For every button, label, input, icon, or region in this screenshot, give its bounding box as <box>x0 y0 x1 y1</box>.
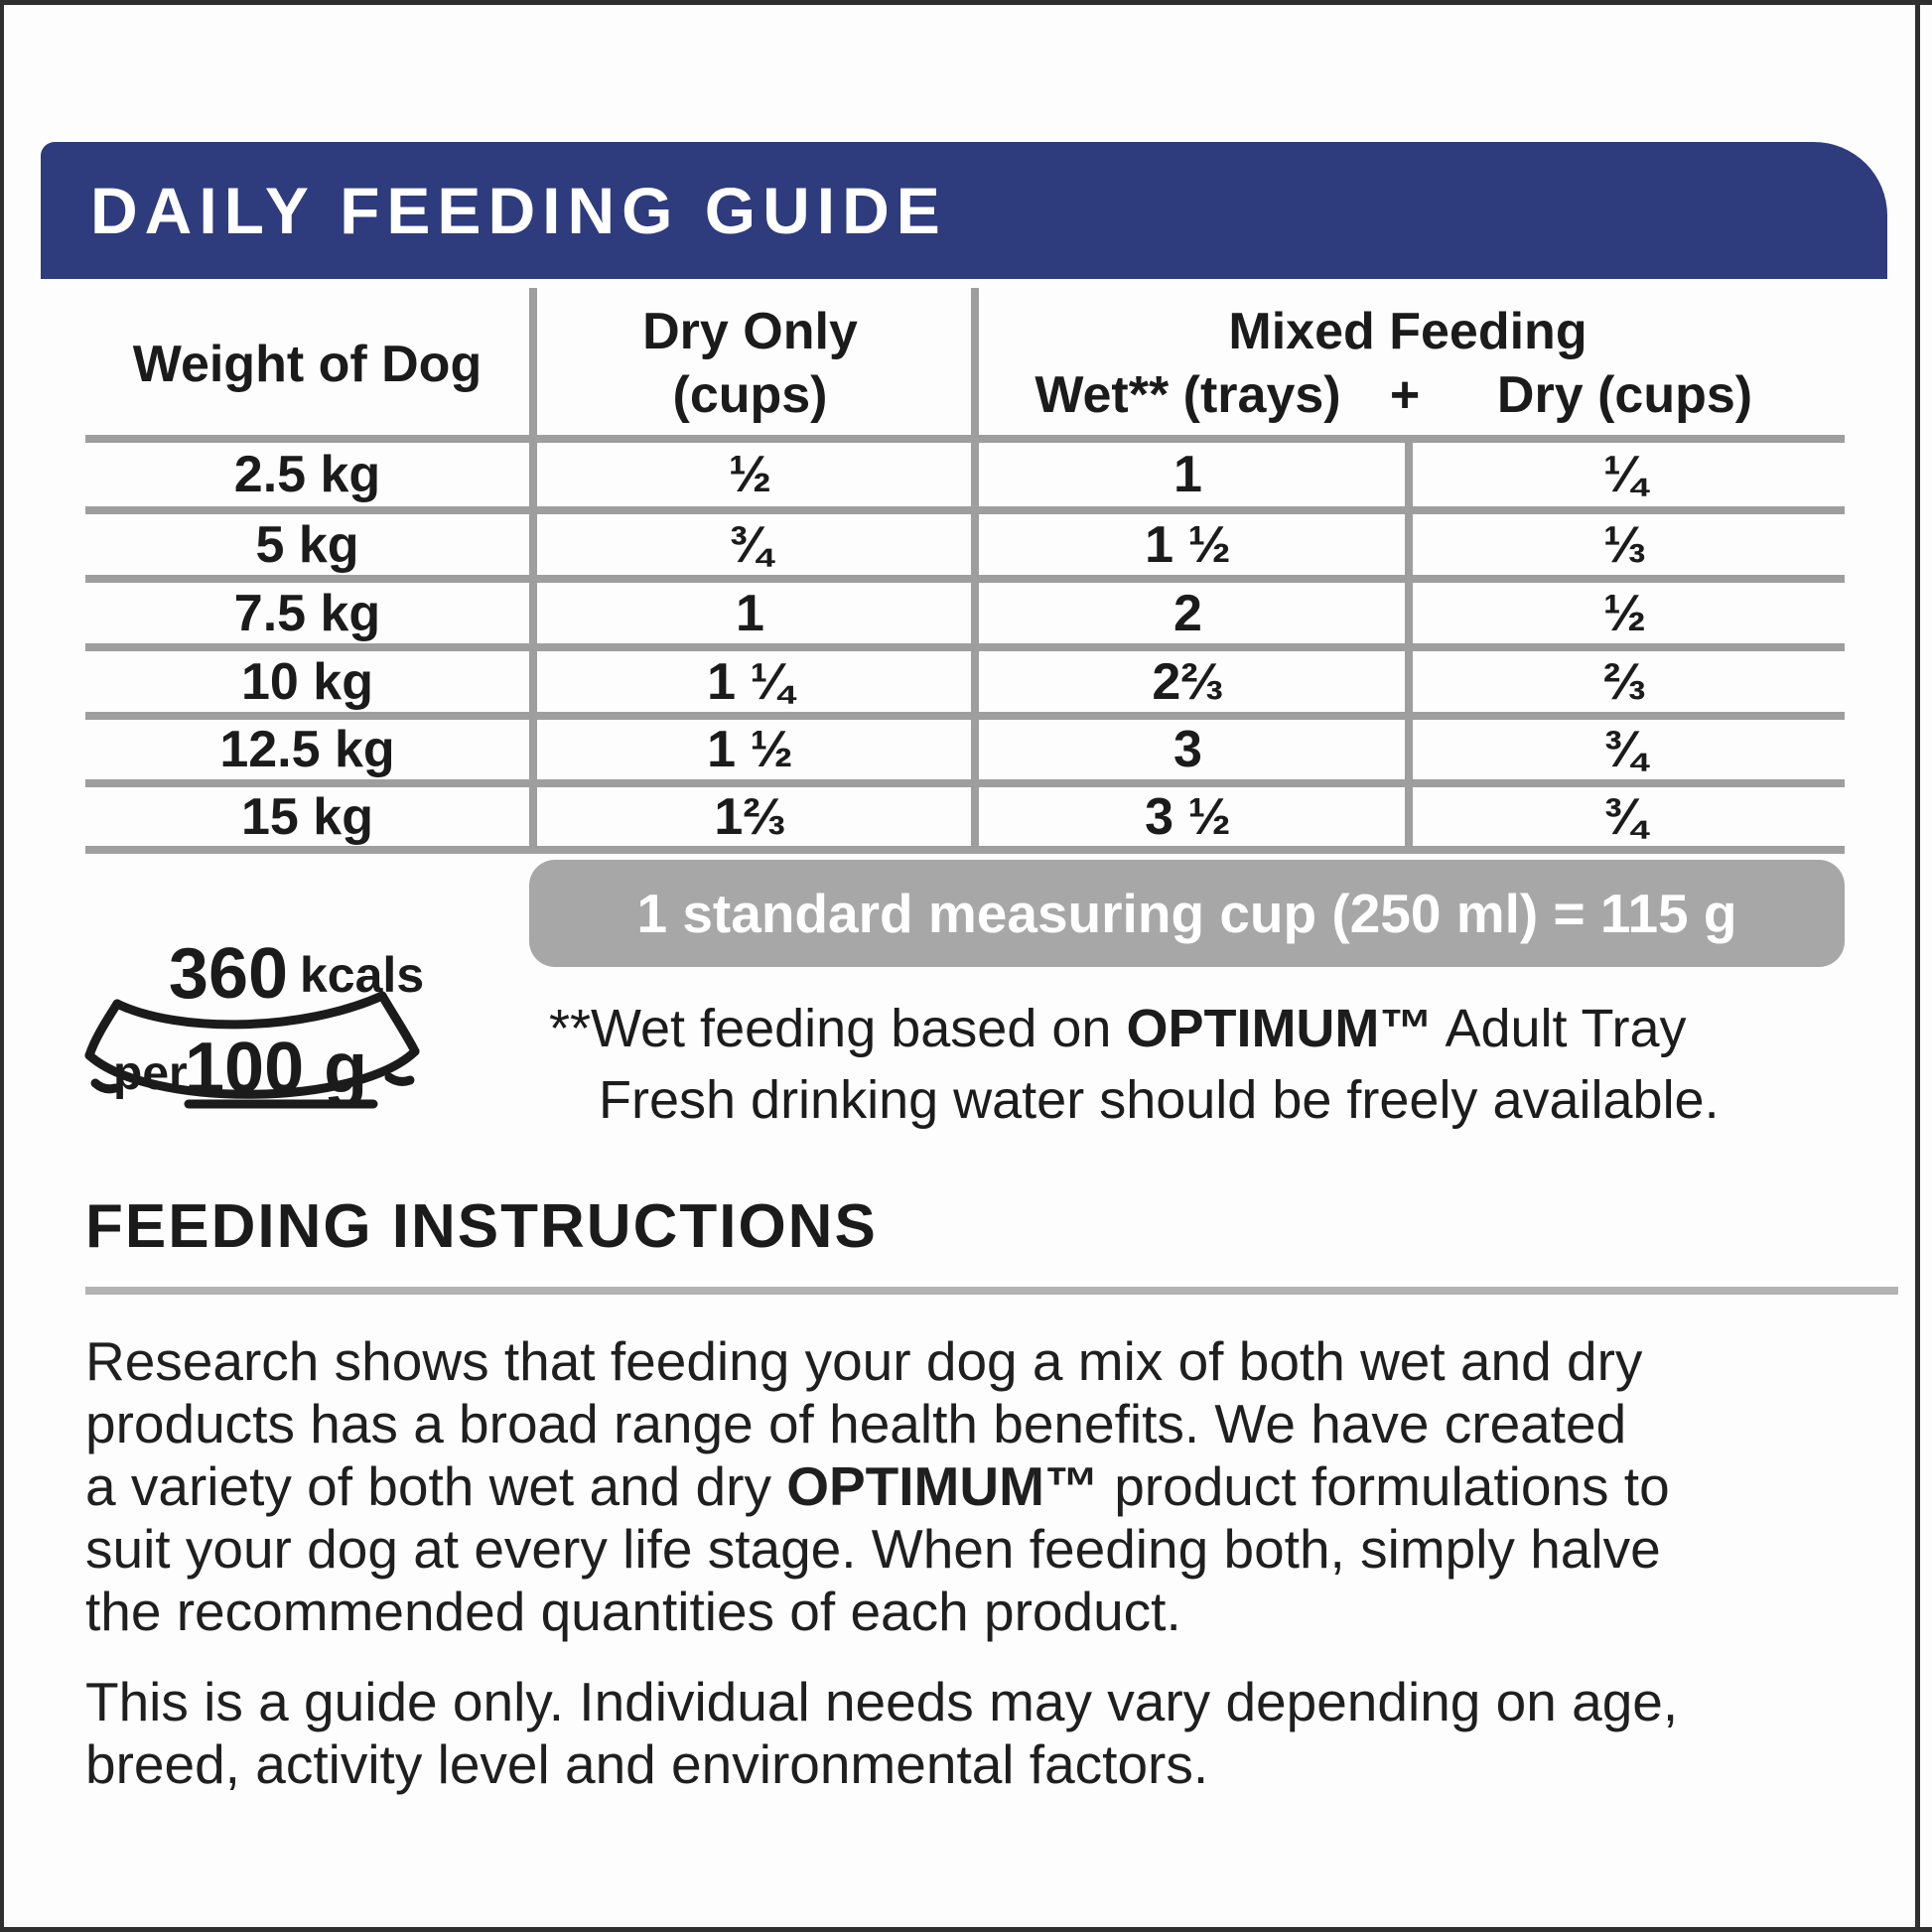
wet-trays-cell: 3 <box>1173 721 1202 778</box>
weight-cell: 10 kg <box>241 652 373 711</box>
wet-trays-label: Wet** (trays) <box>1035 366 1341 424</box>
table-line <box>85 846 1845 854</box>
weight-header-label: Weight of Dog <box>132 336 483 393</box>
dry-only-label: Dry Only <box>642 303 858 360</box>
wet-trays-cell: 2⅔ <box>1152 652 1224 711</box>
table-row: 5 kg ¾ 1 ½ ⅓ <box>85 514 1845 575</box>
footnote-text: Adult Tray <box>1433 999 1687 1058</box>
weight-cell: 7.5 kg <box>233 584 381 642</box>
per-amount: 100 g <box>185 1029 367 1108</box>
dry-only-unit-label: (cups) <box>672 366 828 424</box>
paragraph-line: Research shows that feeding your dog a m… <box>85 1330 1643 1392</box>
table-line <box>85 506 1845 514</box>
table-row: 7.5 kg 1 2 ½ <box>85 583 1845 643</box>
mixed-feeding-subheader: Wet** (trays) Dry (cups) + <box>971 363 1845 427</box>
wet-trays-cell: 1 ½ <box>1145 515 1231 574</box>
paragraph-line: breed, activity level and environmental … <box>85 1733 1209 1795</box>
weight-cell: 2.5 kg <box>233 446 381 503</box>
kcal-unit: kcals <box>300 947 424 1003</box>
weight-cell: 5 kg <box>255 515 359 574</box>
bowl-base <box>84 1046 420 1099</box>
footnote-text: Fresh drinking water should be freely av… <box>599 1070 1720 1130</box>
table-row: 10 kg 1 ¼ 2⅔ ⅔ <box>85 651 1845 712</box>
bowl-right-side <box>377 991 420 1056</box>
measuring-cup-note-bar: 1 standard measuring cup (250 ml) = 115 … <box>529 860 1845 967</box>
package-edge-top <box>0 0 1932 5</box>
column-header-mixed-feeding: Mixed Feeding Wet** (trays) Dry (cups) + <box>971 300 1845 427</box>
package-edge-right <box>1915 0 1920 1932</box>
table-row: 15 kg 1⅔ 3 ½ ¾ <box>85 787 1845 846</box>
wet-feeding-footnote-line2: Fresh drinking water should be freely av… <box>599 1069 1720 1131</box>
table-divider <box>971 288 979 854</box>
table-divider <box>1405 435 1413 854</box>
weight-cell: 15 kg <box>241 787 373 846</box>
wet-trays-cell: 1 <box>1173 446 1202 503</box>
per-label: per <box>113 1047 188 1100</box>
paragraph-line: a variety of both wet and dry OPTIMUM™ p… <box>85 1455 1670 1517</box>
kcal-value: 360 <box>169 938 288 1014</box>
dry-cups-label: Dry (cups) <box>1496 366 1753 424</box>
dry-cups-cell: ¾ <box>1602 787 1647 846</box>
wet-feeding-footnote-line1: **Wet feeding based on OPTIMUM™ Adult Tr… <box>549 998 1687 1059</box>
paragraph-line: suit your dog at every life stage. When … <box>85 1518 1661 1580</box>
dry-only-cell: 1 ½ <box>707 721 793 778</box>
package-edge-bottom <box>0 1927 1932 1932</box>
feeding-instructions-heading: FEEDING INSTRUCTIONS <box>85 1192 878 1261</box>
dry-only-cell: ¾ <box>728 515 772 574</box>
weight-cell: 12.5 kg <box>219 721 395 778</box>
brand-name: OPTIMUM™ <box>1126 999 1434 1058</box>
banner-title: DAILY FEEDING GUIDE <box>90 174 947 247</box>
bowl-right-tick <box>384 1072 415 1086</box>
table-row: 2.5 kg ½ 1 ¼ <box>85 443 1845 506</box>
footnote-text: **Wet feeding based on <box>549 999 1127 1058</box>
dry-cups-cell: ⅓ <box>1602 515 1647 574</box>
instructions-paragraph-1: Research shows that feeding your dog a m… <box>85 1330 1670 1643</box>
column-header-dry-only: Dry Only (cups) <box>529 300 971 427</box>
brand-name: OPTIMUM™ <box>786 1455 1099 1517</box>
daily-feeding-guide-banner: DAILY FEEDING GUIDE <box>41 142 1887 279</box>
mixed-feeding-label: Mixed Feeding <box>1228 303 1587 360</box>
table-divider <box>529 288 537 854</box>
dry-cups-cell: ⅔ <box>1602 652 1647 711</box>
wet-trays-cell: 2 <box>1173 584 1202 642</box>
bowl-left-tick <box>90 1078 120 1094</box>
table-line <box>85 779 1845 787</box>
paragraph-line: This is a guide only. Individual needs m… <box>85 1671 1679 1732</box>
bowl-rim <box>112 991 387 1030</box>
table-line <box>85 643 1845 651</box>
table-line <box>85 575 1845 583</box>
paragraph-line: products has a broad range of health ben… <box>85 1393 1627 1454</box>
dry-only-cell: 1 <box>736 584 764 642</box>
column-header-weight: Weight of Dog <box>85 294 529 435</box>
food-bowl-icon: 360 kcals per 100 g <box>84 938 424 1109</box>
wet-trays-cell: 3 ½ <box>1145 787 1231 846</box>
bowl-left-side <box>84 999 122 1060</box>
table-line <box>85 712 1845 720</box>
instructions-paragraph-2: This is a guide only. Individual needs m… <box>85 1671 1678 1796</box>
dry-cups-cell: ¼ <box>1602 446 1647 503</box>
table-line <box>85 435 1845 443</box>
plus-sign: + <box>1389 366 1421 424</box>
heading-rule <box>85 1287 1898 1295</box>
package-edge-left <box>0 0 4 1932</box>
dry-only-cell: 1 ¼ <box>707 652 793 711</box>
table-row: 12.5 kg 1 ½ 3 ¾ <box>85 720 1845 779</box>
paragraph-line: the recommended quantities of each produ… <box>85 1581 1181 1642</box>
dry-cups-cell: ¾ <box>1602 721 1647 778</box>
measuring-cup-note: 1 standard measuring cup (250 ml) = 115 … <box>636 883 1737 944</box>
dry-cups-cell: ½ <box>1602 584 1647 642</box>
dry-only-cell: ½ <box>728 446 772 503</box>
dry-only-cell: 1⅔ <box>714 787 786 846</box>
